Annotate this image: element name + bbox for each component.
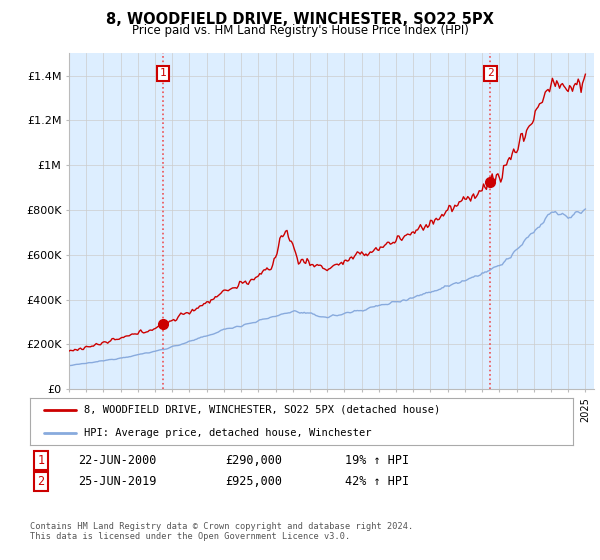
Text: 8, WOODFIELD DRIVE, WINCHESTER, SO22 5PX (detached house): 8, WOODFIELD DRIVE, WINCHESTER, SO22 5PX…: [85, 404, 440, 414]
Text: HPI: Average price, detached house, Winchester: HPI: Average price, detached house, Winc…: [85, 428, 372, 438]
Text: 25-JUN-2019: 25-JUN-2019: [78, 475, 157, 488]
Text: 22-JUN-2000: 22-JUN-2000: [78, 454, 157, 467]
Text: 2: 2: [37, 475, 44, 488]
Text: 1: 1: [160, 68, 167, 78]
Text: £290,000: £290,000: [225, 454, 282, 467]
Text: Price paid vs. HM Land Registry's House Price Index (HPI): Price paid vs. HM Land Registry's House …: [131, 24, 469, 37]
Text: Contains HM Land Registry data © Crown copyright and database right 2024.
This d: Contains HM Land Registry data © Crown c…: [30, 522, 413, 542]
Text: 1: 1: [37, 454, 44, 467]
Text: 2: 2: [487, 68, 494, 78]
Text: 42% ↑ HPI: 42% ↑ HPI: [345, 475, 409, 488]
Text: £925,000: £925,000: [225, 475, 282, 488]
Text: 8, WOODFIELD DRIVE, WINCHESTER, SO22 5PX: 8, WOODFIELD DRIVE, WINCHESTER, SO22 5PX: [106, 12, 494, 27]
Text: 19% ↑ HPI: 19% ↑ HPI: [345, 454, 409, 467]
